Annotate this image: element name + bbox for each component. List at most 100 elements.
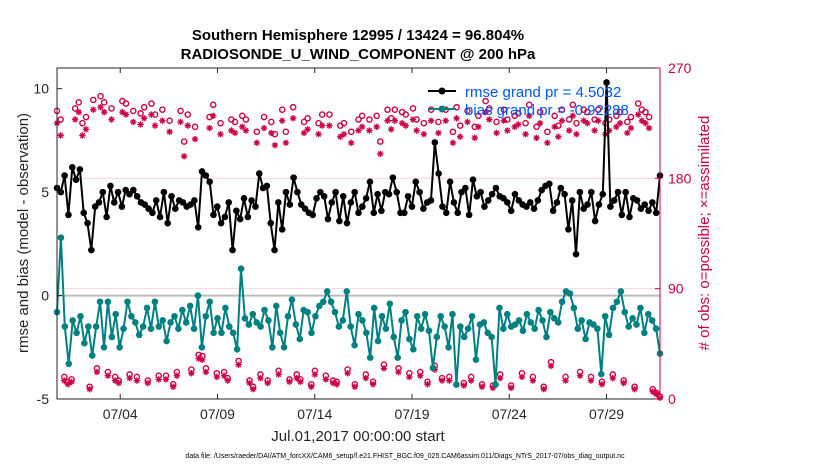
- bias-point: [265, 317, 272, 324]
- bias-point: [171, 312, 178, 320]
- possible-obs-point: [355, 116, 362, 123]
- assimilated-obs-point: [140, 115, 148, 122]
- assimilated-obs-point: [558, 117, 566, 124]
- possible-obs-point: [340, 119, 348, 127]
- bias-point: [343, 288, 351, 295]
- bias-point: [429, 364, 437, 372]
- bias-point: [96, 298, 104, 306]
- rmse-point: [595, 201, 603, 208]
- assimilated-obs-point: [279, 117, 286, 124]
- possible-obs-point: [522, 119, 529, 127]
- rmse-point: [385, 190, 393, 198]
- bias-point: [641, 329, 648, 337]
- bias-point: [163, 337, 170, 345]
- assimilated-obs-point: [533, 134, 540, 142]
- assimilated-obs-point: [420, 131, 428, 138]
- bias-point: [468, 312, 476, 320]
- possible-obs-point: [525, 101, 533, 109]
- assimilated-obs-point: [86, 385, 93, 393]
- assimilated-obs-point: [122, 111, 130, 118]
- bias-point: [421, 310, 429, 318]
- assimilated-obs-point: [159, 117, 166, 124]
- bias-point: [210, 329, 217, 337]
- possible-obs-point: [268, 118, 275, 126]
- possible-obs-point: [300, 118, 308, 126]
- rmse-point: [492, 184, 500, 192]
- rmse-point: [530, 205, 538, 212]
- bias-point: [347, 323, 354, 330]
- rmse-point: [267, 219, 275, 227]
- rmse-point: [343, 219, 351, 227]
- assimilated-obs-point: [562, 377, 569, 384]
- assimilated-obs-point: [424, 381, 431, 388]
- assimilated-obs-point: [471, 134, 478, 142]
- possible-obs-point: [289, 103, 297, 111]
- bias-point: [229, 329, 237, 337]
- bias-point: [304, 308, 311, 316]
- rmse-point: [61, 172, 68, 179]
- rmse-point: [118, 203, 126, 210]
- assimilated-obs-point: [609, 374, 616, 382]
- rmse-point: [488, 190, 496, 198]
- assimilated-obs-point: [391, 117, 399, 124]
- rmse-point: [652, 209, 660, 217]
- rmse-point: [362, 195, 370, 202]
- bias-point: [327, 298, 335, 306]
- bias-point: [284, 312, 292, 320]
- rmse-point: [152, 197, 160, 204]
- rmse-point: [233, 207, 240, 215]
- bias-point: [398, 317, 405, 324]
- possible-obs-point: [75, 99, 83, 106]
- rmse-point: [278, 226, 286, 233]
- bias-point: [245, 321, 253, 328]
- possible-obs-point: [634, 100, 642, 107]
- bias-point: [460, 333, 468, 341]
- assimilated-obs-point: [573, 131, 580, 138]
- bias-point: [437, 312, 445, 320]
- assimilated-obs-point: [318, 122, 326, 129]
- rmse-point: [271, 246, 278, 254]
- rmse-point: [591, 217, 599, 225]
- bias-point: [225, 323, 233, 330]
- bias-point: [406, 335, 413, 343]
- bias-point: [85, 323, 92, 330]
- possible-obs-point: [166, 117, 173, 125]
- rmse-point: [408, 203, 416, 210]
- possible-obs-point: [402, 111, 410, 118]
- y-tick-label-right-0: 0: [668, 391, 676, 407]
- assimilated-obs-point: [64, 381, 72, 388]
- assimilated-obs-point: [526, 112, 533, 120]
- bias-point: [613, 298, 621, 306]
- bias-point: [61, 323, 69, 330]
- assimilated-obs-point: [536, 119, 544, 127]
- assimilated-obs-point: [446, 377, 453, 384]
- assimilated-obs-point: [645, 124, 653, 132]
- bias-point: [582, 335, 589, 343]
- bias-point: [625, 323, 632, 330]
- possible-obs-point: [536, 108, 544, 116]
- assimilated-obs-point: [271, 142, 279, 149]
- possible-obs-point: [391, 106, 399, 113]
- assimilated-obs-point: [75, 108, 82, 116]
- bias-point: [190, 325, 198, 332]
- rmse-point: [568, 197, 576, 204]
- bias-point: [272, 302, 280, 310]
- assimilated-obs-point: [373, 123, 380, 131]
- assimilated-obs-point: [137, 121, 144, 128]
- bias-point: [218, 329, 225, 337]
- rmse-point: [336, 217, 343, 225]
- bias-point: [261, 306, 268, 314]
- assimilated-obs-point: [500, 117, 508, 124]
- assimilated-obs-point: [289, 115, 297, 122]
- bias-point: [135, 331, 143, 339]
- bias-point: [531, 325, 539, 332]
- bias-point: [386, 300, 394, 308]
- rmse-point: [95, 199, 103, 206]
- rmse-point: [584, 201, 591, 208]
- possible-obs-point: [129, 107, 137, 115]
- bias-point: [331, 308, 339, 316]
- assimilated-obs-point: [384, 117, 391, 124]
- assimilated-obs-point: [322, 376, 330, 383]
- assimilated-obs-point: [101, 108, 108, 116]
